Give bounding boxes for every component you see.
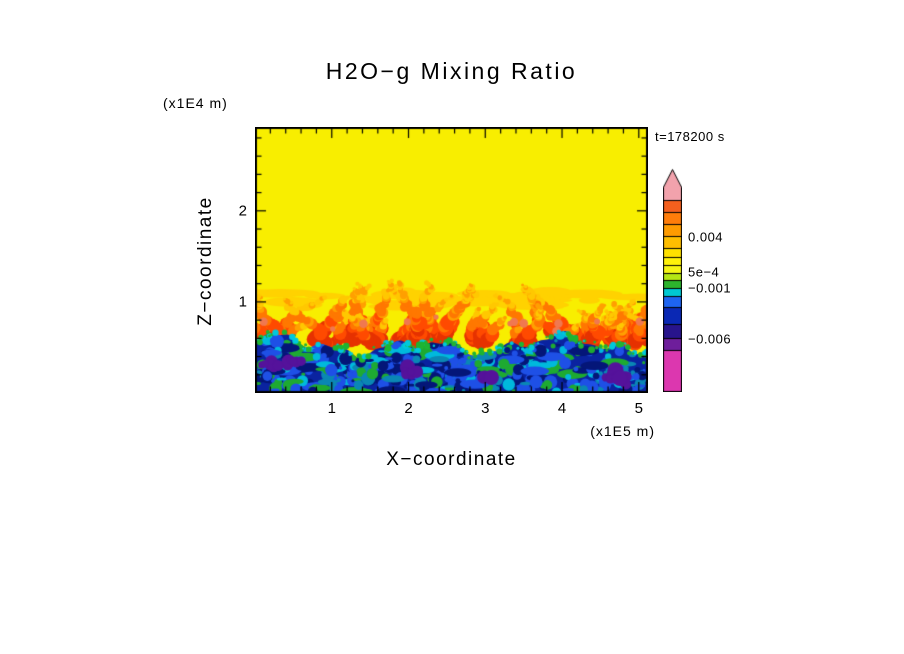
field-heatmap-canvas — [255, 127, 648, 393]
z-axis-unit: (x1E4 m) — [163, 95, 228, 111]
x-tick-label: 4 — [557, 400, 567, 417]
colorbar-tick-label: 5e−4 — [688, 264, 720, 280]
z-tick-label: 2 — [238, 202, 247, 220]
time-label: t=178200 s — [655, 129, 725, 144]
x-tick-label: 1 — [327, 400, 336, 417]
colorbar-tick-label: −0.006 — [688, 331, 732, 347]
colorbar-canvas — [663, 168, 682, 392]
z-tick-label: 1 — [238, 293, 247, 311]
chart-title: H2O−g Mixing Ratio — [325, 58, 578, 84]
z-axis-label: Z−coordinate — [195, 196, 216, 326]
x-axis-label: X−coordinate — [386, 449, 517, 470]
x-tick-label: 5 — [634, 400, 643, 417]
colorbar-tick-label: −0.001 — [688, 280, 732, 296]
colorbar-tick-label: 0.004 — [688, 229, 724, 245]
x-tick-label: 3 — [481, 400, 490, 417]
x-axis-unit: (x1E5 m) — [590, 423, 655, 439]
x-tick-label: 2 — [404, 400, 413, 417]
